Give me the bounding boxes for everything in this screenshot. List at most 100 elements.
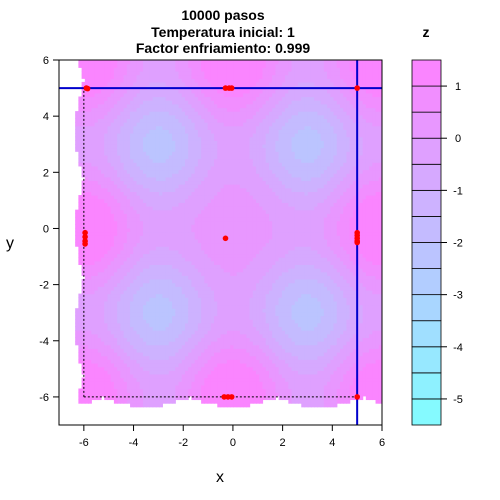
heat-cell xyxy=(246,275,251,280)
heat-cell xyxy=(243,271,247,276)
heat-cell xyxy=(120,308,125,313)
heat-cell xyxy=(159,78,163,83)
heat-cell xyxy=(107,370,112,375)
heat-cell xyxy=(146,158,151,163)
heat-cell xyxy=(94,231,99,236)
heat-cell xyxy=(152,377,157,382)
heat-cell xyxy=(75,143,79,149)
heat-cell xyxy=(207,249,212,255)
heat-cell xyxy=(133,173,138,178)
heat-cell xyxy=(146,392,151,397)
heat-cell xyxy=(162,81,167,87)
heat-cell xyxy=(246,370,251,375)
heat-cell xyxy=(113,169,118,174)
heat-cell xyxy=(104,257,109,262)
heat-cell xyxy=(165,158,170,163)
heat-cell xyxy=(91,388,96,393)
heat-cell xyxy=(123,319,128,324)
heat-cell xyxy=(152,264,157,269)
heat-cell xyxy=(97,304,102,309)
heat-cell xyxy=(181,341,186,346)
heat-cell xyxy=(246,158,251,163)
heat-cell xyxy=(152,392,157,397)
heat-cell xyxy=(136,224,141,229)
heat-cell xyxy=(236,264,241,269)
heat-cell xyxy=(233,231,238,236)
heat-cell xyxy=(184,96,189,101)
heat-cell xyxy=(120,355,125,360)
heat-cell xyxy=(123,220,128,225)
heat-cell xyxy=(165,362,170,368)
heat-cell xyxy=(88,359,92,364)
heat-cell xyxy=(133,264,138,269)
heat-cell xyxy=(226,143,231,149)
heat-cell xyxy=(220,143,225,149)
heat-cell xyxy=(91,118,96,123)
heat-cell xyxy=(104,111,109,116)
heat-cell xyxy=(220,140,225,145)
heat-cell xyxy=(172,220,176,225)
heat-cell xyxy=(165,235,170,240)
heat-cell xyxy=(133,140,138,145)
heat-cell xyxy=(120,100,125,105)
heat-cell xyxy=(88,384,92,390)
heat-cell xyxy=(152,133,157,138)
heat-cell xyxy=(184,253,189,258)
heat-cell xyxy=(201,206,205,211)
heat-cell xyxy=(210,388,215,393)
heat-cell xyxy=(220,114,225,119)
heat-cell xyxy=(107,264,112,269)
heat-cell xyxy=(210,63,215,68)
heat-cell xyxy=(223,370,228,375)
heat-cell xyxy=(172,399,176,404)
heat-cell xyxy=(136,158,141,163)
heat-cell xyxy=(207,268,212,273)
heat-cell xyxy=(130,63,134,68)
heat-cell xyxy=(226,341,231,346)
heat-cell xyxy=(243,366,247,371)
heat-cell xyxy=(120,246,125,251)
heat-cell xyxy=(181,370,186,375)
heat-cell xyxy=(172,330,176,335)
heat-cell xyxy=(126,300,131,306)
heat-cell xyxy=(136,275,141,280)
heat-cell xyxy=(146,399,151,404)
heat-cell xyxy=(236,154,241,160)
heat-cell xyxy=(230,107,235,112)
heat-cell xyxy=(162,92,167,98)
heat-cell xyxy=(110,111,115,116)
heat-cell xyxy=(223,202,228,207)
heat-cell xyxy=(104,151,109,156)
heat-cell xyxy=(172,275,176,280)
heat-cell xyxy=(239,133,244,138)
heat-cell xyxy=(246,209,251,214)
heat-cell xyxy=(149,384,154,390)
heat-cell xyxy=(233,384,238,390)
heat-cell xyxy=(155,154,160,160)
heat-cell xyxy=(139,202,144,207)
heat-cell xyxy=(107,253,112,258)
heat-cell xyxy=(239,202,244,207)
heat-cell xyxy=(184,362,189,368)
heat-cell xyxy=(100,264,105,269)
heat-cell xyxy=(126,96,131,101)
heat-cell xyxy=(239,235,244,240)
heat-cell xyxy=(94,158,99,163)
heat-cell xyxy=(220,304,225,309)
heat-cell xyxy=(239,143,244,149)
heat-cell xyxy=(149,260,154,265)
heat-cell xyxy=(233,136,238,141)
heat-cell xyxy=(168,187,173,192)
heat-cell xyxy=(194,359,199,364)
heat-cell xyxy=(117,268,121,273)
heat-cell xyxy=(204,344,209,349)
heat-cell xyxy=(214,180,218,185)
heat-cell xyxy=(126,129,131,134)
heat-cell xyxy=(149,231,154,236)
heat-cell xyxy=(155,238,160,244)
heat-cell xyxy=(110,238,115,244)
heat-cell xyxy=(139,384,144,390)
heat-cell xyxy=(178,395,183,401)
heat-cell xyxy=(146,220,151,225)
heat-cell xyxy=(226,173,231,178)
